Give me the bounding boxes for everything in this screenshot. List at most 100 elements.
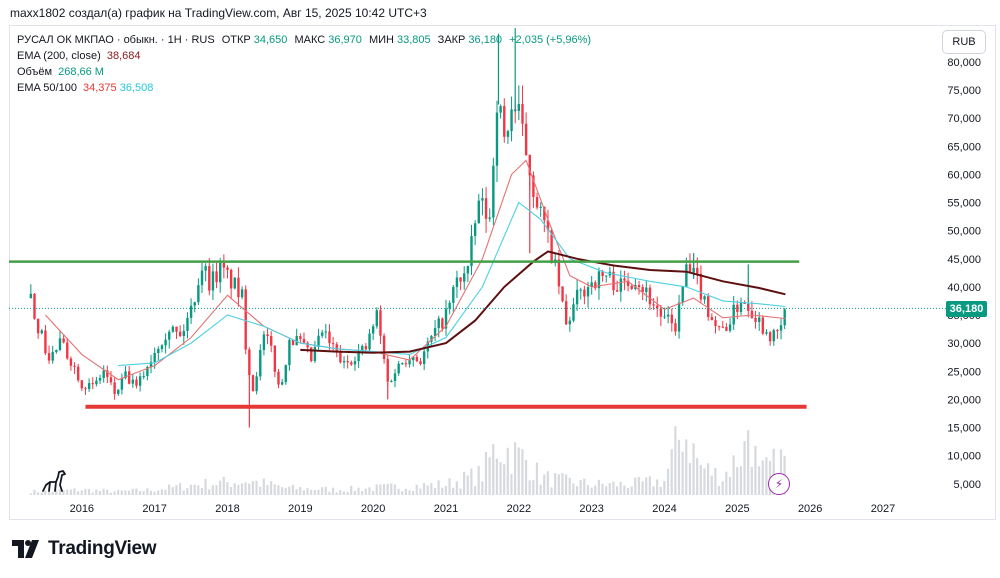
candle-body [95, 380, 98, 385]
candle-body [295, 336, 298, 346]
candle-body [557, 259, 561, 287]
candle-body [47, 353, 51, 361]
dinosaur-icon[interactable] [40, 468, 68, 494]
volume-bar [124, 490, 127, 495]
candle-body [473, 223, 477, 237]
volume-bar [608, 482, 611, 495]
candle-body [623, 278, 626, 281]
candle-body [127, 371, 131, 384]
candle-body [182, 330, 186, 337]
volume-bar [528, 480, 531, 495]
candle-body [470, 236, 473, 267]
candle-body [459, 277, 462, 282]
volume-bar [532, 480, 535, 495]
legend-ema-50-100-row[interactable]: EMA 50/100 34,375 36,508 [17, 80, 591, 96]
candle-body [211, 271, 215, 291]
volume-bar [590, 487, 593, 495]
candle-body [251, 375, 255, 392]
candle-body [58, 338, 62, 350]
volume-bar [382, 484, 386, 495]
volume-bar [98, 490, 102, 495]
candle-body [229, 269, 233, 289]
volume-bar [630, 486, 633, 495]
volume-bar [95, 489, 98, 495]
candle-body [583, 289, 586, 297]
candle-body [539, 206, 542, 208]
volume-bar [342, 491, 346, 495]
volume-bar [408, 490, 411, 495]
volume-bar [393, 484, 397, 495]
high-label: МАКС [294, 34, 326, 46]
candle-body [503, 106, 506, 137]
candle-body [572, 304, 575, 321]
candle-body [379, 310, 382, 336]
candle-body [357, 350, 360, 362]
volume-bar [295, 489, 298, 495]
volume-bar [204, 478, 207, 495]
candle-body [433, 328, 437, 337]
legend-ema200-row[interactable]: EMA (200, close) 38,684 [17, 48, 591, 64]
volume-bar [415, 484, 418, 495]
candle-body [597, 271, 601, 289]
chart-attribution: maxx1802 создал(а) график на TradingView… [10, 6, 427, 20]
open-value: 34,650 [253, 34, 288, 46]
candle-body [637, 285, 641, 288]
volume-bar [175, 485, 178, 495]
volume-bar [452, 487, 455, 495]
candle-body [430, 336, 433, 342]
volume-bar [189, 484, 193, 495]
candle-body [55, 349, 58, 352]
volume-bar [564, 474, 568, 495]
volume-bar [477, 465, 480, 495]
open-label: ОТКР [221, 34, 251, 46]
volume-bar [677, 439, 681, 495]
candle-body [510, 109, 513, 132]
candle-body [659, 308, 663, 317]
volume-bar [554, 473, 557, 495]
candle-body [768, 332, 772, 342]
price-chart[interactable]: 5,00010,00015,00020,00025,00030,00035,00… [9, 25, 996, 520]
candle-body [412, 356, 415, 361]
candle-body [259, 350, 262, 377]
candle-body [124, 371, 127, 379]
candle-body [346, 361, 349, 363]
candle-body [302, 339, 306, 343]
volume-bar [186, 488, 189, 495]
ema-50-100-label: EMA 50/100 [17, 82, 77, 94]
candle-body [499, 106, 502, 113]
change-value: +2,035 (+5,96%) [509, 34, 592, 46]
candle-body [361, 346, 364, 351]
volume-bar [404, 488, 407, 495]
y-tick-label: 80,000 [947, 57, 981, 69]
volume-bar [641, 481, 644, 495]
volume-bar [444, 485, 448, 495]
candle-body [328, 331, 331, 344]
volume-bar [84, 488, 87, 495]
candle-body [320, 332, 324, 336]
tradingview-logo[interactable]: TradingView [12, 538, 157, 560]
volume-bar [470, 468, 473, 495]
lightning-icon[interactable]: ⚡ [768, 473, 790, 495]
candle-body [517, 104, 521, 111]
candle-body [619, 278, 623, 292]
symbol-name[interactable]: РУСАЛ ОК МКПАО · обыкн. · 1Н · RUS [17, 34, 215, 46]
volume-bar [117, 489, 120, 495]
volume-bar [739, 466, 742, 495]
currency-button[interactable]: RUB [942, 30, 986, 54]
candle-body [233, 277, 236, 289]
candle-body [248, 349, 251, 376]
volume-bar [765, 457, 768, 495]
volume-bar [262, 478, 265, 495]
candle-body [696, 267, 699, 274]
volume-bar [495, 458, 498, 495]
candle-body [270, 336, 273, 346]
ema200-label: EMA (200, close) [17, 50, 101, 62]
volume-bar [736, 467, 739, 495]
candle-body [313, 346, 317, 361]
legend-volume-row[interactable]: Объём 268,66 M [17, 64, 591, 80]
volume-bar [437, 480, 440, 495]
volume-bar [368, 487, 371, 495]
candle-body [444, 308, 448, 329]
y-tick-label: 55,000 [947, 198, 981, 210]
y-tick-label: 20,000 [947, 394, 981, 406]
